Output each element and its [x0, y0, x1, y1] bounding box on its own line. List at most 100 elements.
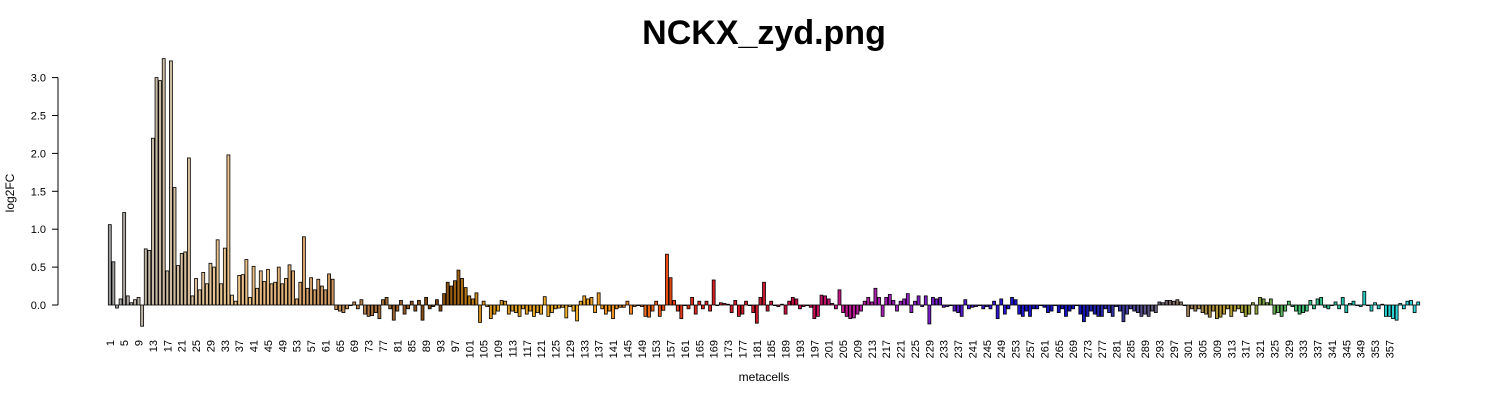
bar-metacell-25	[194, 278, 198, 306]
x-tick-label: 317	[1241, 340, 1253, 358]
bar-metacell-57	[309, 277, 313, 306]
bar-metacell-267	[1064, 304, 1068, 317]
bar-metacell-156	[665, 253, 669, 306]
x-tick-label: 41	[249, 340, 261, 352]
bar-metacell-179	[747, 304, 752, 307]
bar-metacell-259	[1035, 304, 1040, 310]
bar-metacell-365	[1416, 301, 1421, 306]
bar-metacell-52	[291, 270, 295, 306]
bar-metacell-269	[1071, 304, 1076, 310]
bar-metacell-91	[431, 304, 436, 307]
bar-metacell-123	[546, 304, 551, 317]
bar-metacell-220	[895, 304, 899, 312]
bar-metacell-298	[1175, 299, 1180, 306]
bar-metacell-320	[1254, 304, 1259, 315]
bar-metacell-242	[974, 304, 978, 307]
bar-metacell-3	[115, 304, 119, 309]
bar-metacell-28	[204, 283, 209, 306]
bar-metacell-155	[661, 304, 666, 311]
x-tick-label: 249	[996, 340, 1008, 358]
bar-metacell-261	[1042, 304, 1047, 308]
bar-metacell-1	[107, 224, 112, 306]
bar-metacell-96	[449, 285, 454, 306]
x-tick-label: 209	[852, 340, 864, 358]
bar-metacell-246	[988, 304, 993, 310]
bar-metacell-333	[1301, 304, 1306, 313]
bar-metacell-146	[629, 304, 633, 315]
bar-metacell-15	[158, 80, 162, 306]
x-tick-label: 97	[450, 340, 462, 352]
x-tick-label: 237	[953, 340, 965, 358]
bar-metacell-275	[1092, 304, 1097, 315]
bar-metacell-277	[1100, 304, 1104, 317]
bar-metacell-229	[927, 304, 932, 325]
bar-metacell-321	[1258, 297, 1262, 306]
bar-metacell-301	[1186, 304, 1191, 317]
bar-metacell-197	[812, 304, 817, 320]
bar-metacell-300	[1182, 304, 1187, 307]
bar-metacell-143	[618, 304, 623, 308]
bar-metacell-83	[402, 304, 407, 315]
bar-metacell-40	[248, 297, 252, 306]
y-axis-label: log2FC	[3, 173, 17, 212]
bar-metacell-251	[1006, 304, 1011, 310]
x-tick-label: 133	[579, 340, 591, 358]
bar-metacell-268	[1067, 304, 1072, 312]
bar-metacell-113	[510, 304, 515, 312]
y-axis: 0.0 0.5 1.0 1.5 2.0 2.5 3.0	[31, 73, 59, 312]
bar-metacell-50	[284, 278, 288, 306]
bar-metacell-193	[798, 304, 802, 310]
x-tick-label: 281	[1111, 340, 1123, 358]
bar-metacell-92	[435, 299, 439, 306]
x-tick-label: 65	[335, 340, 347, 352]
chart-title: NCKX_zyd.png	[642, 14, 886, 52]
bar-metacell-337	[1315, 298, 1320, 306]
bar-metacell-51	[287, 264, 292, 306]
bar-metacell-351	[1366, 304, 1370, 307]
bar-metacell-239	[963, 299, 968, 306]
x-tick-label: 313	[1226, 340, 1238, 358]
bar-metacell-84	[406, 304, 411, 310]
x-tick-label: 25	[191, 340, 203, 352]
x-tick-label: 53	[292, 340, 304, 352]
bar-metacell-260	[1038, 304, 1043, 307]
bar-metacell-173	[726, 303, 730, 306]
bar-metacell-313	[1229, 304, 1234, 317]
bar-metacell-47	[273, 281, 278, 306]
bar-metacell-291	[1150, 304, 1155, 312]
bar-metacell-250	[1002, 304, 1007, 315]
bar-metacell-89	[424, 297, 428, 306]
bar-metacell-364	[1412, 304, 1417, 313]
bar-metacell-42	[255, 287, 260, 306]
bar-metacell-35	[230, 294, 234, 306]
x-tick-label: 241	[967, 340, 979, 358]
bar-metacell-150	[643, 304, 648, 317]
bar-metacell-304	[1197, 304, 1201, 310]
y-tick-label: 0.0	[31, 300, 46, 312]
bar-metacell-353	[1373, 302, 1377, 306]
bar-metacell-164	[693, 304, 698, 315]
bar-metacell-174	[729, 304, 734, 313]
bar-metacell-75	[373, 304, 378, 313]
x-tick-label: 61	[320, 340, 332, 352]
bar-metacell-95	[445, 281, 450, 306]
bar-metacell-12	[147, 250, 152, 306]
bar-metacell-322	[1261, 298, 1266, 306]
bar-metacell-139	[603, 304, 608, 315]
bar-metacell-186	[772, 304, 777, 307]
bar-metacell-85	[409, 300, 414, 306]
x-tick-label: 301	[1183, 340, 1195, 358]
bar-metacell-10	[140, 304, 145, 327]
bar-metacell-360	[1398, 303, 1403, 306]
bar-metacell-99	[460, 278, 464, 306]
bar-metacell-118	[528, 304, 533, 312]
bar-metacell-27	[201, 272, 206, 306]
x-tick-label: 229	[924, 340, 936, 358]
bar-metacell-122	[542, 296, 547, 306]
bar-metacell-37	[237, 275, 242, 306]
bar-metacell-200	[823, 295, 827, 306]
bar-metacell-169	[711, 279, 716, 306]
bar-metacell-283	[1121, 304, 1126, 323]
bar-metacell-223	[905, 293, 910, 306]
bar-metacell-310	[1218, 304, 1223, 318]
